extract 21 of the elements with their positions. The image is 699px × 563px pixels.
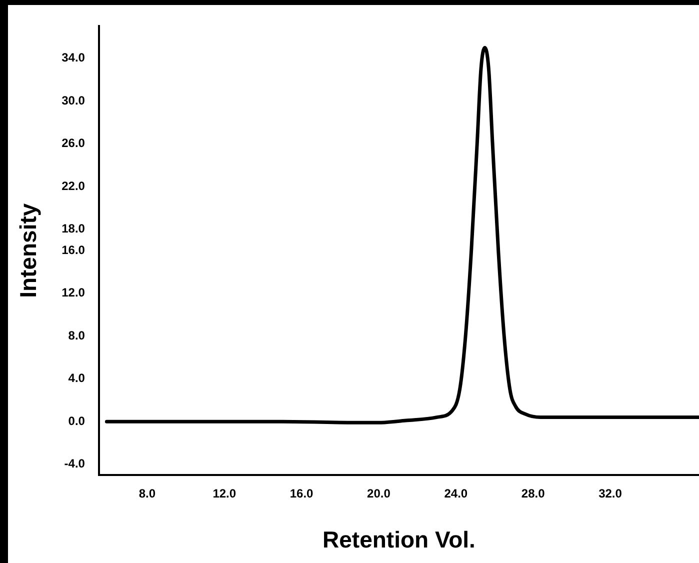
y-tick-label: 18.0	[62, 222, 86, 236]
y-tick-label: 22.0	[62, 178, 86, 193]
y-tick-label: -4.0	[64, 456, 86, 471]
line-series	[104, 46, 699, 424]
x-tick-label: 12.0	[212, 486, 236, 501]
y-tick-label: 12.0	[62, 286, 86, 300]
x-tick-label: 16.0	[290, 486, 314, 501]
y-tick-label: 16.0	[62, 242, 86, 257]
y-axis-title: Intensity	[15, 203, 42, 298]
y-tick-label: 34.0	[62, 50, 86, 65]
x-tick-label: 24.0	[444, 486, 468, 501]
y-tick-label: 26.0	[62, 136, 86, 150]
y-tick-label: 0.0	[68, 414, 86, 428]
x-tick-label: 20.0	[367, 486, 391, 501]
y-tick-label: 30.0	[62, 93, 86, 108]
x-tick-label: 32.0	[598, 486, 622, 501]
y-tick-label: 4.0	[68, 371, 86, 386]
x-tick-label: 28.0	[521, 486, 546, 501]
x-axis-title: Retention Vol.	[322, 526, 476, 553]
y-tick-label: 8.0	[68, 328, 86, 342]
x-tick-label: 8.0	[138, 486, 156, 501]
